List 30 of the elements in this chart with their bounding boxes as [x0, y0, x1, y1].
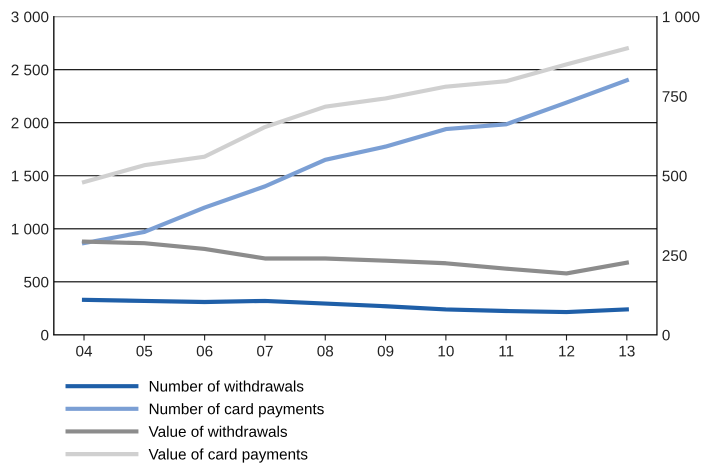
- x-tick-label: 08: [317, 346, 334, 357]
- y2-tick-label: 1 000: [662, 11, 700, 22]
- y-tick-label: 2 500: [12, 64, 48, 76]
- x-tick-label: 04: [76, 346, 92, 357]
- y-tick-label: 500: [24, 276, 48, 288]
- x-tick-label: 06: [196, 346, 212, 357]
- x-tick-label: 11: [499, 346, 514, 356]
- y-tick-label: 2 000: [12, 118, 48, 128]
- x-tick-label: 07: [257, 346, 273, 357]
- line-series: [82, 46, 629, 184]
- y2-tick-label: 0: [662, 330, 670, 341]
- y-tick-label: 1 500: [12, 170, 48, 182]
- y2-tick-label: 750: [662, 91, 687, 102]
- y-tick-label: 1 000: [12, 224, 48, 234]
- y-tick-label: 0: [41, 330, 48, 341]
- line-series: [82, 78, 629, 246]
- x-tick-label: 13: [619, 346, 635, 357]
- x-tick-label: 10: [438, 346, 454, 357]
- legend-label: Value of card payments: [148, 448, 308, 463]
- y2-tick-label: 500: [662, 170, 687, 182]
- legend-label: Number of withdrawals: [150, 380, 304, 392]
- line-series: [82, 240, 629, 276]
- line-series: [82, 298, 629, 314]
- legend-label: Value of withdrawals: [148, 426, 288, 437]
- y-tick-label: 3 000: [11, 11, 48, 22]
- x-tick-label: 05: [136, 346, 152, 357]
- y2-tick-label: 250: [662, 250, 687, 261]
- x-tick-label: 09: [378, 346, 394, 357]
- x-tick-label: 12: [559, 346, 574, 356]
- legend-label: Number of card payments: [150, 403, 324, 418]
